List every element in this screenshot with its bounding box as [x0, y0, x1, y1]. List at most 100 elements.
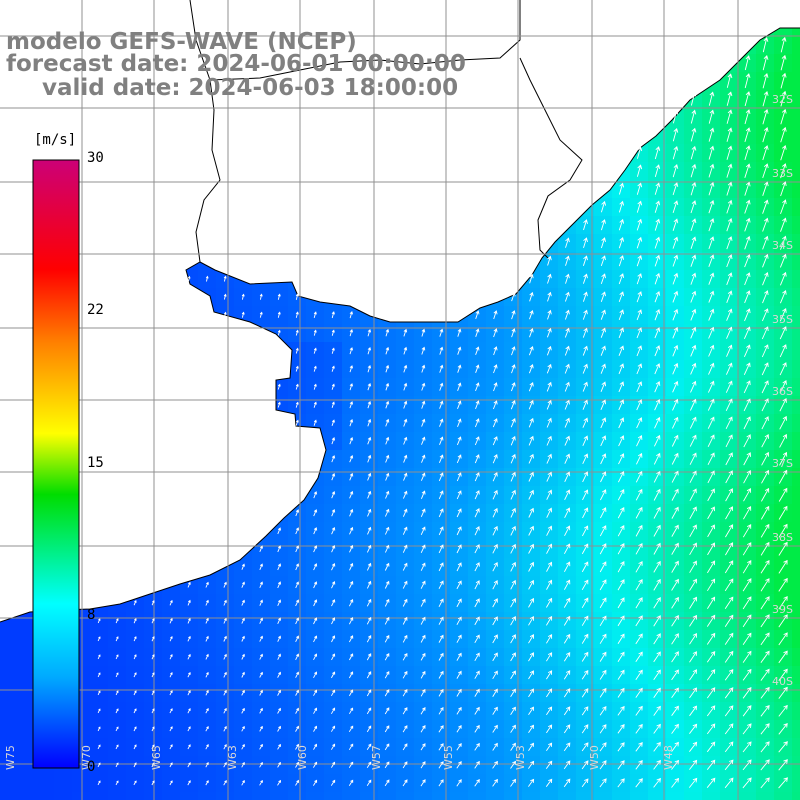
wind-arrow: [599, 597, 607, 609]
wind-arrow: [331, 761, 336, 768]
wind-arrow: [403, 436, 408, 445]
wind-arrow: [742, 560, 752, 574]
wind-arrow: [582, 471, 589, 483]
wind-arrow: [511, 364, 516, 374]
wind-arrow: [708, 199, 715, 214]
coastline: [0, 27, 800, 623]
wind-arrow: [600, 255, 606, 267]
wind-arrow: [151, 600, 155, 606]
wind-arrow: [438, 688, 444, 697]
wind-arrow: [778, 559, 788, 574]
wind-arrow: [599, 742, 607, 752]
wind-arrow: [295, 509, 300, 517]
wind-arrow: [600, 471, 607, 483]
wind-arrow: [313, 725, 318, 732]
wind-arrow: [545, 778, 553, 787]
wind-arrow: [421, 400, 426, 409]
wind-arrow: [528, 561, 535, 572]
wind-arrow: [689, 470, 697, 483]
wind-arrow: [474, 742, 480, 751]
wind-arrow: [97, 780, 101, 786]
wind-arrow: [654, 236, 661, 249]
wind-arrow: [761, 398, 769, 412]
wind-arrow: [331, 329, 335, 336]
lon-label: W48: [662, 745, 675, 770]
wind-arrow: [564, 453, 571, 464]
wind-arrow: [313, 545, 318, 553]
wind-arrow: [582, 489, 589, 501]
wind-arrow: [402, 634, 408, 643]
wind-arrow: [689, 434, 697, 447]
wind-arrow: [618, 236, 625, 249]
wind-arrow: [277, 383, 281, 390]
wind-arrow: [581, 561, 589, 573]
wind-arrow: [636, 345, 643, 357]
wind-arrow: [725, 488, 733, 502]
wind-arrow: [726, 217, 733, 232]
wind-arrow: [223, 617, 227, 624]
wind-arrow: [618, 273, 625, 285]
wind-arrow: [510, 417, 516, 428]
wind-arrow: [599, 687, 607, 698]
colorbar-tick-0: 0: [87, 759, 96, 775]
wind-arrow: [528, 543, 535, 554]
wind-arrow: [672, 326, 679, 339]
wind-arrow: [636, 399, 643, 411]
wind-arrow: [205, 762, 209, 768]
wind-arrow: [726, 91, 733, 106]
wind-arrow: [563, 597, 571, 608]
wind-arrow: [618, 218, 625, 231]
wind-arrow: [403, 382, 408, 391]
wind-arrow: [510, 507, 516, 518]
field-cell: [792, 648, 800, 667]
wind-arrow: [187, 635, 191, 642]
wind-arrow: [421, 418, 426, 427]
wind-arrow: [671, 723, 679, 734]
wind-arrow: [778, 777, 788, 789]
wind-arrow: [366, 779, 372, 787]
wind-arrow: [420, 779, 426, 787]
wind-arrow: [653, 542, 661, 555]
wind-arrow: [762, 181, 769, 196]
wind-arrow: [600, 345, 606, 356]
wind-arrow: [295, 527, 300, 535]
wind-arrow: [439, 364, 444, 373]
wind-arrow: [654, 182, 661, 195]
wind-arrow: [169, 672, 173, 678]
wind-arrow: [724, 578, 734, 592]
field-cell: [198, 792, 217, 800]
wind-arrow: [689, 398, 697, 411]
wind-arrow: [654, 399, 661, 411]
field-cell: [792, 306, 800, 325]
wind-arrow: [349, 472, 354, 481]
wind-arrow: [259, 293, 263, 300]
field-cell: [792, 108, 800, 127]
field-cell: [18, 738, 37, 757]
wind-arrow: [689, 452, 697, 465]
wind-arrow: [492, 616, 498, 626]
wind-arrow: [528, 670, 534, 680]
wind-arrow: [403, 472, 408, 481]
wind-arrow: [689, 506, 697, 520]
wind-arrow: [133, 726, 137, 732]
field-cell: [576, 792, 595, 800]
wind-arrow: [438, 706, 444, 715]
wind-arrow: [708, 290, 715, 303]
field-cell: [684, 792, 703, 800]
wind-arrow: [563, 778, 571, 788]
wind-arrow: [439, 400, 444, 409]
field-cell: [594, 792, 613, 800]
wind-arrow: [349, 418, 354, 427]
wind-arrow: [636, 327, 643, 339]
wind-arrow: [438, 580, 444, 590]
field-cell: [72, 774, 91, 793]
wind-arrow: [259, 599, 263, 606]
wind-arrow: [367, 472, 372, 481]
wind-arrow: [618, 381, 625, 393]
wind-arrow: [349, 401, 354, 409]
wind-arrow: [762, 253, 769, 268]
wind-arrow: [331, 635, 336, 643]
wind-arrow: [636, 182, 643, 195]
wind-arrow: [742, 542, 752, 556]
wind-arrow: [420, 725, 426, 733]
